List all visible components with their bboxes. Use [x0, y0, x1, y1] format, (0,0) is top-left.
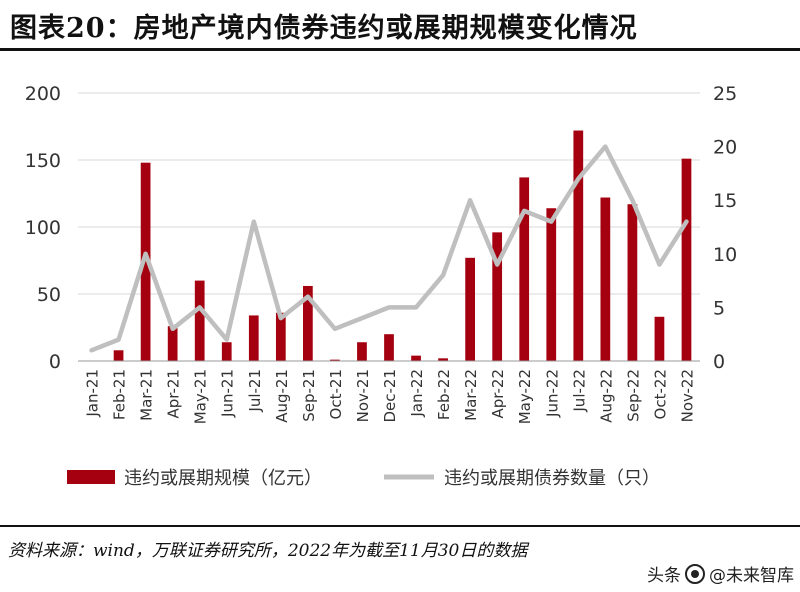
x-tick-label: Mar-21 [138, 369, 156, 421]
x-tick-label: Jul-22 [570, 369, 588, 413]
y-right-tick-label: 5 [713, 297, 725, 319]
y-right-tick-label: 0 [713, 351, 725, 373]
x-tick-label: Nov-21 [354, 369, 372, 422]
legend-bar-swatch [67, 470, 115, 484]
bar [303, 285, 313, 361]
y-left-tick-label: 100 [25, 217, 61, 239]
line-point [387, 306, 391, 309]
y-right-tick-label: 25 [713, 83, 737, 105]
x-tick-label: Dec-21 [381, 369, 399, 423]
line-series [89, 144, 689, 353]
x-tick-label: Nov-22 [678, 369, 696, 422]
x-tick-label: Sep-22 [624, 369, 642, 422]
y-left-tick-label: 50 [37, 284, 61, 306]
y-left-tick-label: 0 [49, 351, 61, 373]
bar [384, 334, 394, 361]
x-tick-label: Feb-21 [111, 369, 129, 420]
x-tick-label: Jan-21 [84, 369, 102, 418]
line-point [523, 209, 526, 213]
y-right-tick-label: 10 [713, 244, 737, 266]
bar [600, 197, 611, 361]
axes: 0 50 100 150 200 0 5 10 15 20 25 Jan-21 Feb-21 Mar-21… [25, 83, 737, 424]
bar [681, 158, 692, 361]
bar [113, 350, 124, 361]
source-divider [0, 525, 800, 527]
y-right-tick-label: 20 [713, 137, 737, 159]
source-note: 资料来源：wind，万联证券研究所，2022年为截至11月30日的数据 [8, 541, 528, 561]
x-tick-label: Feb-22 [435, 369, 453, 420]
line-point [550, 220, 553, 223]
line-point [252, 220, 255, 223]
bar [275, 312, 286, 361]
y-left-tick-label: 200 [25, 83, 61, 105]
watermark-platform: 头条 [647, 566, 681, 586]
line-point [117, 338, 120, 341]
line-point [279, 316, 283, 320]
bar [573, 130, 584, 361]
x-tick-label: Oct-22 [651, 369, 669, 419]
legend: 违约或展期规模（亿元） 违约或展期债券数量（只） [67, 468, 660, 489]
line-point [171, 327, 174, 331]
bar [167, 326, 178, 361]
line-point [631, 199, 634, 202]
watermark: 头条 @未来智库 [647, 561, 794, 586]
line-path [89, 144, 689, 353]
x-tick-label: Jun-22 [543, 369, 561, 418]
bar [438, 358, 448, 361]
bar [330, 359, 340, 361]
x-tick-label: Aug-21 [273, 369, 291, 423]
bar [492, 232, 503, 361]
line-point [360, 316, 364, 320]
line-point [90, 349, 93, 352]
x-tick-label: Apr-22 [489, 369, 507, 419]
title-divider [0, 48, 800, 51]
bar [357, 342, 367, 361]
line-point [198, 306, 201, 309]
watermark-logo-icon [685, 563, 705, 584]
line-point [685, 220, 688, 223]
line-point [604, 145, 607, 148]
line-point [333, 327, 337, 331]
watermark-handle: @未来智库 [709, 566, 794, 586]
bar [221, 342, 232, 361]
bar [465, 257, 475, 361]
bar [627, 204, 638, 361]
legend-bar-label: 违约或展期规模（亿元） [124, 468, 322, 489]
x-tick-label: Jan-22 [408, 369, 426, 418]
bar [194, 280, 205, 361]
line-point [577, 177, 580, 180]
legend-line-label: 违约或展期债券数量（只） [444, 468, 660, 489]
line-point [441, 274, 445, 277]
x-tick-label: Aug-22 [597, 369, 615, 423]
line-point [658, 263, 661, 266]
line-point [495, 263, 499, 266]
bar [654, 316, 665, 361]
bar [519, 177, 530, 361]
line-point [225, 338, 228, 341]
x-tick-label: Sep-21 [300, 369, 318, 422]
bar-series [113, 130, 692, 361]
line-point [414, 306, 418, 309]
bar [411, 355, 421, 361]
x-tick-label: Jul-21 [246, 369, 264, 413]
line-point [306, 295, 310, 298]
x-tick-label: Jun-21 [219, 369, 237, 418]
x-tick-label: May-21 [192, 369, 210, 424]
line-point [144, 252, 147, 255]
y-right-tick-label: 15 [713, 190, 737, 212]
x-tick-label: Oct-21 [327, 369, 345, 419]
x-tick-label: May-22 [516, 369, 534, 424]
bar [248, 315, 259, 361]
bar [546, 208, 557, 361]
y-left-tick-label: 150 [25, 150, 61, 172]
page-title: 图表20：房地产境内债券违约或展期规模变化情况 [10, 13, 638, 44]
x-tick-label: Mar-22 [462, 369, 480, 421]
combo-chart: 0 50 100 150 200 0 5 10 15 20 25 Jan-21 Feb-21 Mar-21… [25, 83, 737, 489]
line-point [468, 199, 472, 202]
bar [140, 162, 151, 361]
x-tick-label: Apr-21 [165, 369, 183, 419]
